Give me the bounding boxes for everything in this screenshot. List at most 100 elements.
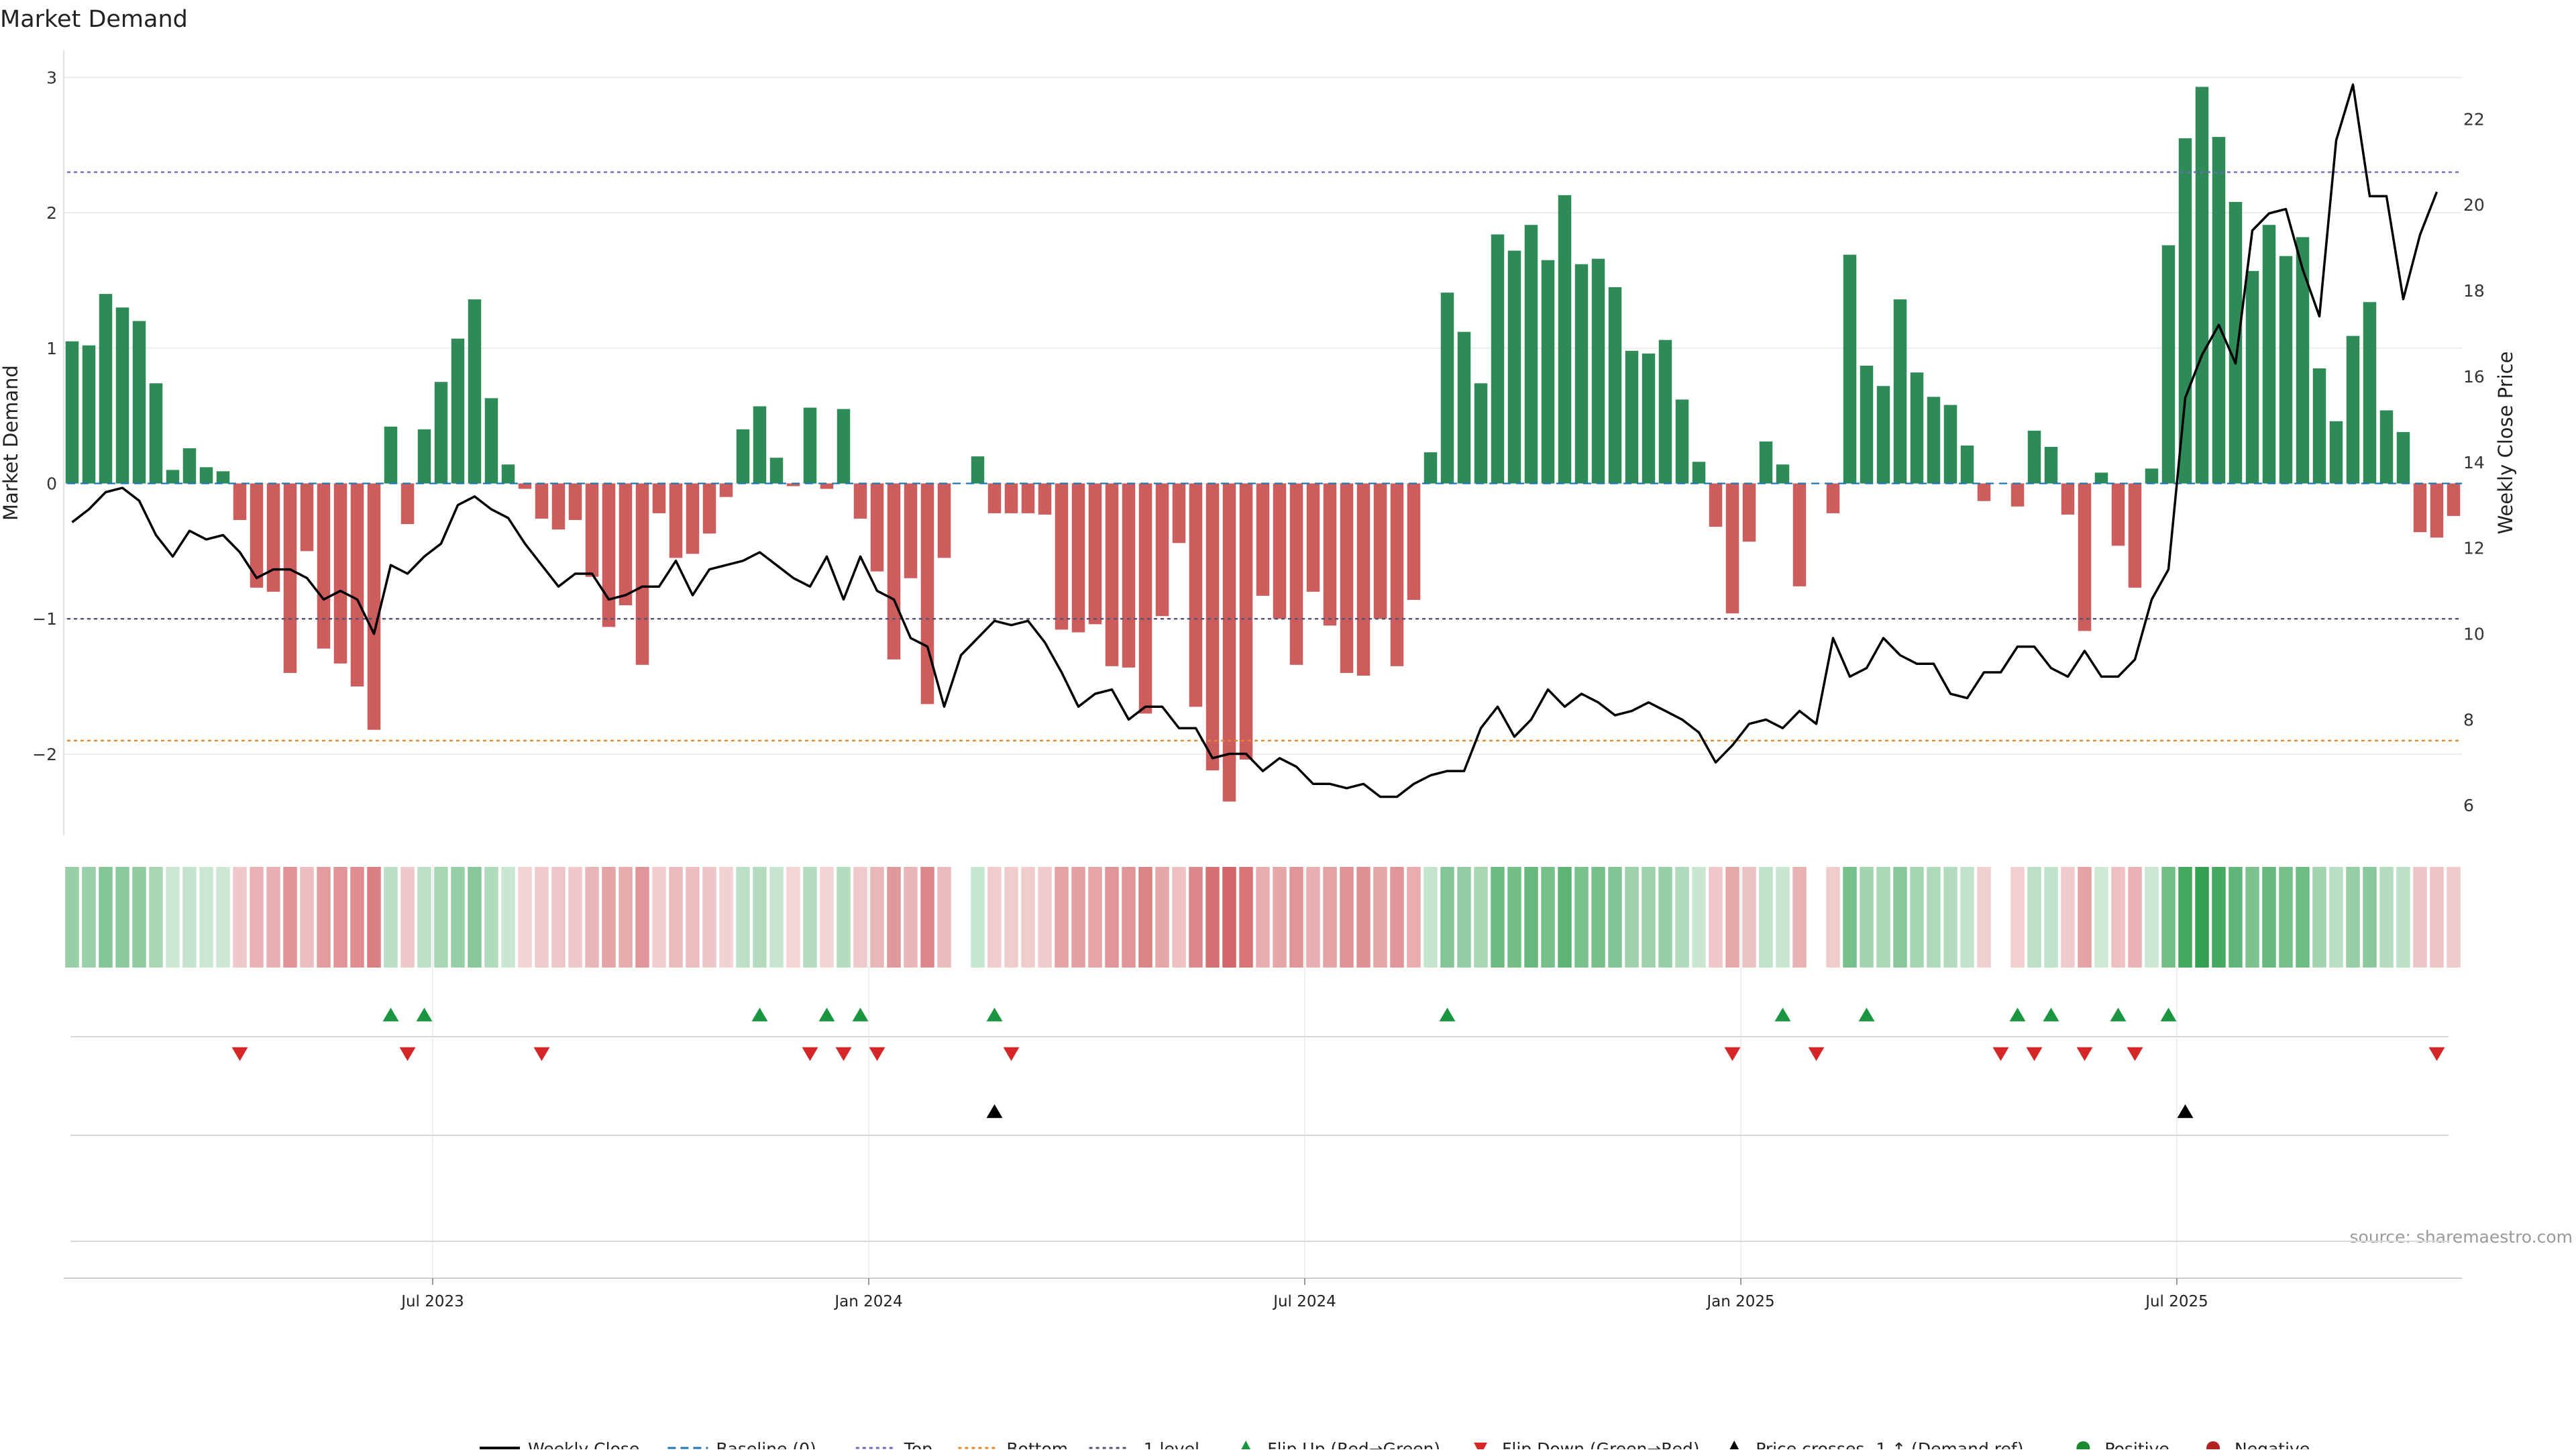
demand-bar (166, 470, 180, 484)
right-tick-label: 6 (2463, 796, 2474, 815)
heat-cell (317, 867, 331, 968)
flip-down-marker (533, 1047, 550, 1061)
demand-bar (1507, 250, 1521, 484)
flip-down-marker (2076, 1047, 2093, 1061)
heat-cell (2447, 867, 2461, 968)
heat-cell (2111, 867, 2125, 968)
demand-bar (2044, 447, 2058, 484)
demand-bar (400, 483, 415, 525)
demand-bar (1088, 483, 1102, 625)
demand-bar (803, 407, 817, 484)
demand-bar (417, 429, 431, 484)
legend-label: Price crosses -1 ↑ (Demand ref) (1756, 1439, 2023, 1449)
demand-bar (753, 406, 767, 484)
demand-bar (199, 467, 213, 484)
demand-bar (216, 471, 230, 484)
demand-bar (971, 456, 985, 484)
heat-cell (1558, 867, 1572, 968)
heat-cell (1239, 867, 1253, 968)
heat-cell (1709, 867, 1723, 968)
heat-cell (769, 867, 784, 968)
flip-down-marker (399, 1047, 416, 1061)
heat-cell (1138, 867, 1152, 968)
demand-bar (820, 483, 834, 489)
heat-cell (1860, 867, 1874, 968)
heat-cell (1876, 867, 1890, 968)
demand-bar (333, 483, 347, 664)
heat-cell (1004, 867, 1018, 968)
heat-cell (1524, 867, 1538, 968)
demand-bar (920, 483, 934, 705)
heat-cell (65, 867, 79, 968)
heat-cell (1927, 867, 1941, 968)
demand-bar (1189, 483, 1203, 707)
heat-cell (1977, 867, 1991, 968)
demand-bar (434, 382, 448, 484)
demand-bar (2245, 270, 2259, 484)
heat-cell (568, 867, 582, 968)
demand-bar (182, 448, 197, 484)
legend-label: Flip Up (Red→Green) (1267, 1439, 1440, 1449)
legend-item: Positive (2076, 1439, 2169, 1452)
demand-bar (1776, 464, 1790, 484)
heat-cell (1021, 867, 1035, 968)
demand-bar (2296, 237, 2310, 484)
demand-bar (1340, 483, 1354, 673)
heat-cell (652, 867, 666, 968)
heat-cell (468, 867, 482, 968)
demand-bar (1055, 483, 1069, 630)
heat-cell (82, 867, 96, 968)
heat-cell (2027, 867, 2041, 968)
demand-bar (2145, 468, 2159, 484)
heat-cell (400, 867, 415, 968)
heat-cell (870, 867, 884, 968)
flip-up-marker (986, 1007, 1003, 1022)
flip-down-marker (869, 1047, 885, 1061)
heat-cell (1625, 867, 1639, 968)
demand-bar (1373, 483, 1387, 619)
demand-bar (987, 483, 1002, 513)
heat-cell (837, 867, 851, 968)
legend-item: Flip Down (Green→Red) (1474, 1439, 1700, 1452)
legend-swatch (1728, 1441, 1741, 1452)
heat-cell (1457, 867, 1471, 968)
demand-bar (2379, 410, 2394, 484)
demand-bar (535, 483, 549, 519)
legend-label: Flip Down (Green→Red) (1502, 1439, 1700, 1449)
demand-bar (2111, 483, 2125, 546)
heat-cell (2195, 867, 2209, 968)
demand-bar (300, 483, 314, 552)
demand-bar (2094, 472, 2108, 484)
heat-cell (1893, 867, 1907, 968)
right-axis-label: Weekly Close Price (2494, 352, 2517, 535)
heat-cell (2346, 867, 2360, 968)
demand-bar (1558, 195, 1572, 484)
demand-bar (1071, 483, 1085, 633)
signal-markers (231, 1007, 2445, 1119)
heat-cell (2279, 867, 2293, 968)
heat-cell (2245, 867, 2259, 968)
heat-cell (1692, 867, 1706, 968)
demand-bar (1725, 483, 1739, 614)
heat-cell (2128, 867, 2142, 968)
heat-cell (1725, 867, 1739, 968)
demand-bar (2363, 302, 2377, 484)
demand-bar (1105, 483, 1119, 666)
demand-bar (1289, 483, 1303, 665)
heat-cell (535, 867, 549, 968)
demand-bar (1591, 258, 1605, 484)
demand-bar (1474, 383, 1488, 484)
heat-cell (434, 867, 448, 968)
demand-bar (2229, 201, 2243, 484)
heat-cell (551, 867, 566, 968)
demand-bar (1860, 366, 1874, 484)
demand-bar (1642, 353, 1656, 484)
demand-bar (736, 429, 750, 484)
reference-lines (67, 171, 2462, 741)
heat-cell (1189, 867, 1203, 968)
heat-cell (250, 867, 264, 968)
heat-cell (115, 867, 129, 968)
demand-bar (1608, 287, 1622, 484)
